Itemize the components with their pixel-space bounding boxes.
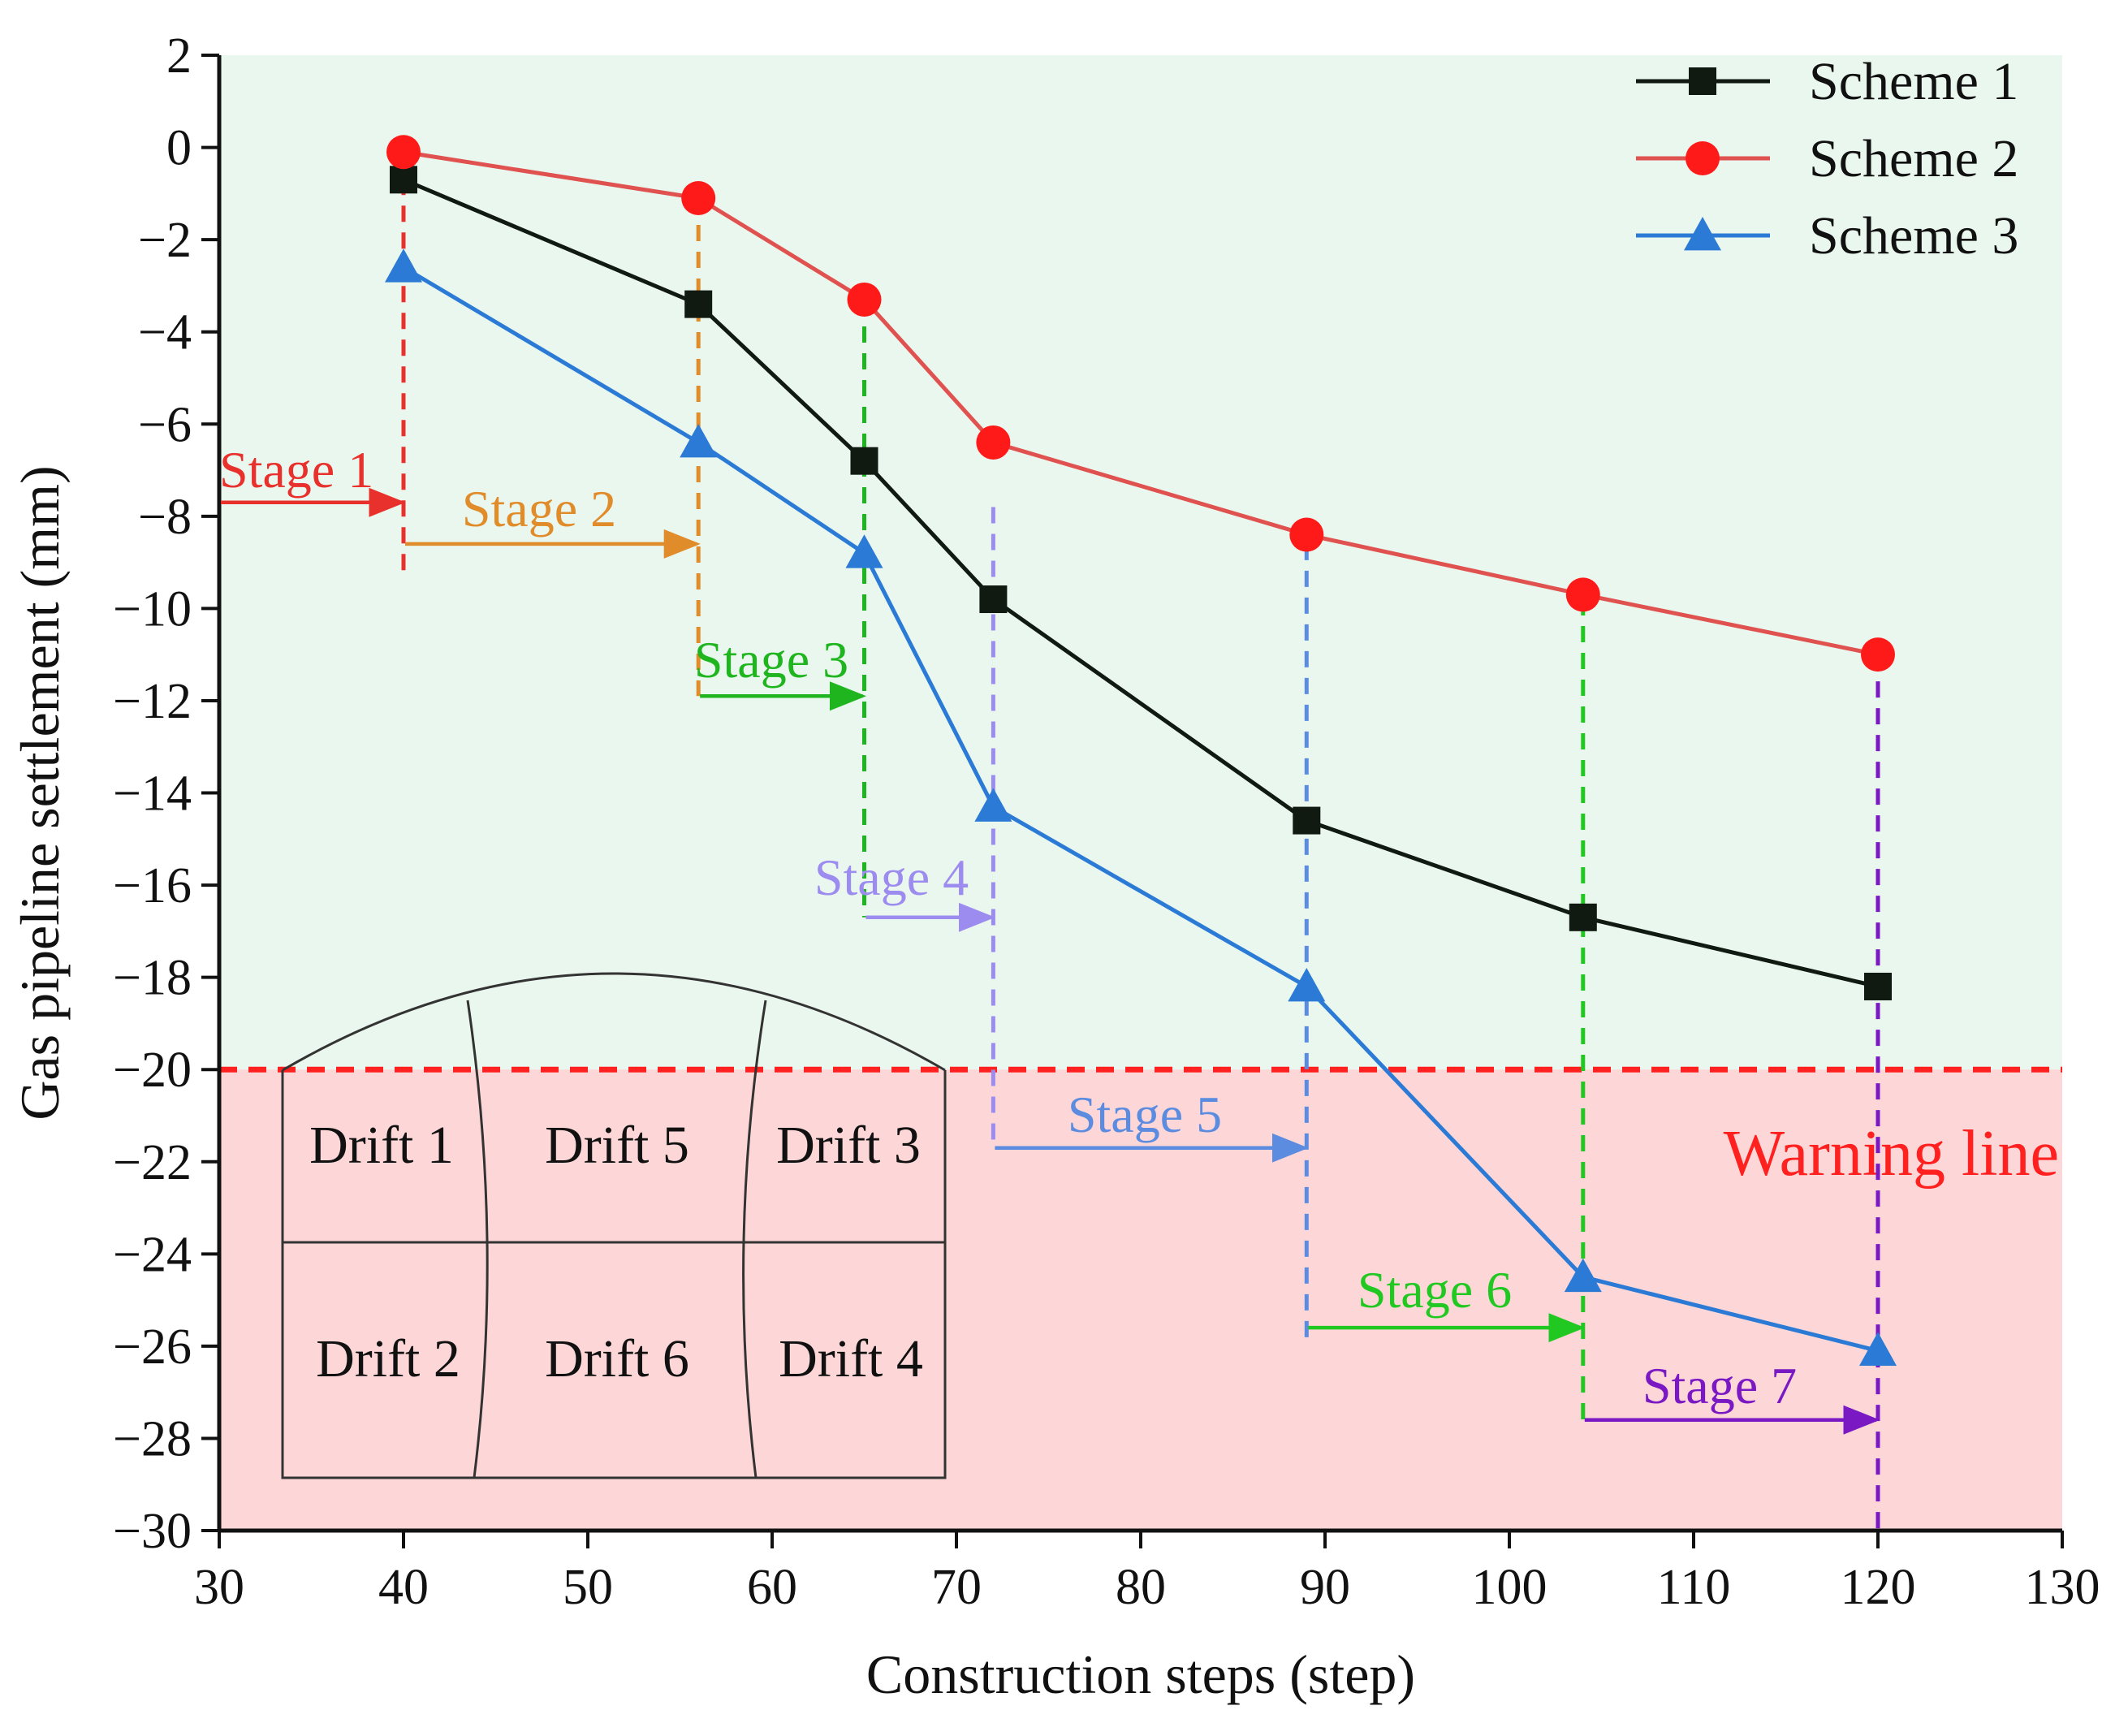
y-tick-label: 2 <box>166 28 192 84</box>
data-point <box>681 181 716 216</box>
stage-label: Stage 3 <box>694 631 848 689</box>
inset-left-divider <box>466 1000 489 1479</box>
inset-right-divider <box>742 1000 767 1479</box>
axes: 2 0 −2 −4 −6 −8 −10 −12 −14 −16 −18 −20 −22 −24 −26 −28… <box>9 28 2100 1705</box>
data-point <box>976 425 1011 460</box>
data-point <box>1684 217 1721 251</box>
y-tick-label: −8 <box>138 490 192 545</box>
drift-label: Drift 1 <box>309 1116 454 1175</box>
x-tick-label: 120 <box>1841 1560 1916 1615</box>
drift-label: Drift 6 <box>545 1329 689 1388</box>
stage-annotations: Stage 1 Stage 2 Stage 3 Stage 4 Stage 5 Stage… <box>219 152 1880 1531</box>
drift-label: Drift 2 <box>316 1329 460 1388</box>
legend: Scheme 1 Scheme 2 Scheme 3 <box>1636 52 2018 266</box>
warning-line-label: Warning line <box>1724 1118 2059 1190</box>
x-tick-label: 80 <box>1116 1560 1166 1615</box>
y-tick-label: −22 <box>113 1135 192 1190</box>
legend-label: Scheme 3 <box>1809 206 2018 266</box>
x-tick-label: 40 <box>378 1560 429 1615</box>
data-point <box>1565 577 1600 612</box>
background-regions: Warning line <box>219 55 2062 1531</box>
y-axis-title: Gas pipeline settlement (mm) <box>9 465 71 1120</box>
y-tick-label: 0 <box>166 121 192 176</box>
stage-label: Stage 1 <box>219 441 373 499</box>
data-point <box>847 282 882 317</box>
y-tick-label: −30 <box>113 1504 192 1559</box>
data-point <box>1689 67 1716 95</box>
series-lines <box>385 135 1897 1366</box>
y-tick-label: −28 <box>113 1411 192 1466</box>
data-point <box>974 788 1012 822</box>
stage-label: Stage 7 <box>1642 1357 1797 1414</box>
y-tick-label: −16 <box>113 858 192 913</box>
drift-inset-diagram: Drift 1 Drift 5 Drift 3 Drift 2 Drift 6 Drift… <box>281 972 947 1479</box>
data-point <box>386 135 421 170</box>
data-point <box>1861 637 1895 672</box>
y-tick-label: −14 <box>113 767 192 822</box>
data-point <box>979 585 1008 614</box>
data-point <box>850 447 878 475</box>
y-tick-label: −2 <box>138 213 192 268</box>
legend-label: Scheme 2 <box>1809 129 2018 188</box>
y-tick-label: −24 <box>113 1227 192 1282</box>
y-tick-label: −4 <box>138 305 192 361</box>
stage-label: Stage 4 <box>814 849 969 906</box>
data-point <box>1864 972 1892 1000</box>
y-tick-label: −26 <box>113 1319 192 1375</box>
legend-label: Scheme 1 <box>1809 52 2018 111</box>
stage-label: Stage 6 <box>1358 1261 1512 1319</box>
y-tick-label: −6 <box>138 397 192 452</box>
data-point <box>1859 1332 1897 1366</box>
data-point <box>1564 1258 1602 1293</box>
stage-label: Stage 5 <box>1068 1086 1222 1143</box>
data-point <box>1293 806 1321 835</box>
drift-label: Drift 4 <box>779 1329 923 1388</box>
x-tick-label: 90 <box>1300 1560 1350 1615</box>
y-tick-label: −20 <box>113 1043 192 1098</box>
inset-outline <box>281 1070 947 1479</box>
safe-region <box>219 55 2062 1070</box>
drift-label: Drift 5 <box>545 1116 689 1175</box>
data-point <box>845 534 883 568</box>
y-tick-label: −10 <box>113 581 192 637</box>
x-axis-title: Construction steps (step) <box>866 1643 1415 1705</box>
x-tick-label: 130 <box>2025 1560 2100 1615</box>
x-tick-label: 30 <box>194 1560 244 1615</box>
data-point <box>1686 141 1720 175</box>
data-point <box>680 423 718 458</box>
x-tick-label: 110 <box>1657 1560 1731 1615</box>
stage-label: Stage 2 <box>462 480 616 538</box>
y-tick-label: −18 <box>113 951 192 1006</box>
data-point <box>385 248 422 283</box>
data-point <box>1288 967 1326 1002</box>
data-point <box>1569 903 1597 931</box>
data-point <box>1289 517 1324 552</box>
y-tick-label: −12 <box>113 674 192 729</box>
data-point <box>684 290 713 318</box>
x-tick-label: 100 <box>1472 1560 1547 1615</box>
drift-label: Drift 3 <box>776 1116 921 1175</box>
inset-arch <box>282 972 946 1072</box>
x-tick-label: 60 <box>747 1560 797 1615</box>
x-tick-label: 50 <box>563 1560 613 1615</box>
x-tick-label: 70 <box>931 1560 982 1615</box>
data-point <box>390 166 417 194</box>
